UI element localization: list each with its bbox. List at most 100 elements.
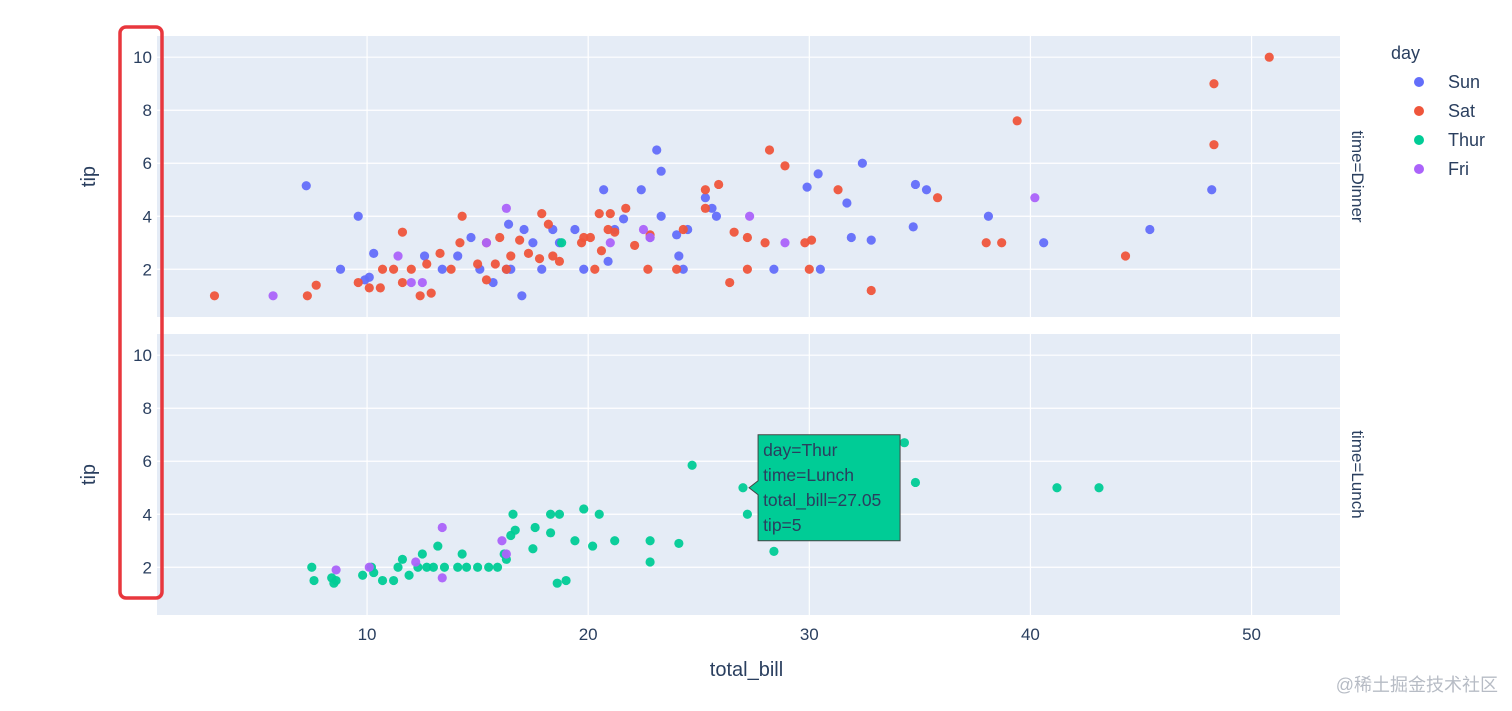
data-point-sun (364, 272, 374, 282)
hover-tooltip-box (748, 434, 901, 542)
data-point-thur (742, 509, 752, 519)
y-axis-title: tip (78, 166, 100, 187)
data-point-thur (528, 544, 538, 554)
data-point-sat (311, 280, 321, 290)
watermark: @稀土掘金技术社区 (1335, 675, 1498, 695)
tooltip-line: tip=5 (763, 515, 801, 535)
data-point-sun (519, 224, 529, 235)
y-tick-label: 6 (143, 154, 152, 173)
data-point-fri (501, 549, 511, 559)
data-point-sun (636, 185, 646, 195)
tooltip-line: time=Lunch (763, 465, 854, 485)
data-point-sat (725, 277, 735, 288)
data-point-fri (331, 565, 341, 575)
data-point-thur (510, 525, 520, 535)
data-point-thur (645, 557, 655, 567)
data-point-sat (806, 235, 817, 245)
data-point-sat (780, 161, 790, 171)
x-tick-label: 40 (1021, 625, 1040, 644)
data-point-sat (554, 256, 565, 266)
data-point-sat (700, 185, 710, 195)
data-point-sat (678, 224, 688, 235)
y-tick-label: 6 (143, 452, 152, 471)
legend-label-sun: Sun (1448, 72, 1480, 92)
data-point-fri (364, 562, 374, 572)
data-point-sun (866, 235, 876, 245)
data-point-thur (910, 477, 921, 488)
data-point-thur (428, 562, 439, 572)
data-point-thur (377, 575, 388, 586)
data-point-sun (656, 211, 666, 221)
data-point-sat (760, 238, 770, 248)
data-point-sun (1145, 224, 1155, 235)
data-point-sun (369, 248, 379, 258)
data-point-fri (745, 211, 755, 221)
data-point-thur (554, 509, 565, 519)
data-point-sat (515, 235, 525, 245)
data-point-sun (652, 145, 662, 155)
data-point-sat (1264, 52, 1274, 62)
data-point-thur (557, 238, 567, 248)
data-point-thur (594, 509, 604, 519)
data-point-sun (813, 169, 823, 179)
data-point-sat (415, 291, 425, 301)
data-point-thur (1052, 483, 1062, 493)
y-tick-label: 4 (143, 505, 152, 524)
data-point-sun (419, 251, 430, 261)
legend-marker-fri (1414, 164, 1424, 174)
data-point-sat (209, 291, 220, 301)
data-point-sun (503, 219, 514, 229)
y-tick-label: 2 (143, 558, 152, 577)
data-point-thur (439, 562, 450, 572)
data-point-sun (674, 251, 684, 261)
data-point-sat (389, 264, 399, 274)
data-point-sun (570, 224, 580, 235)
data-point-fri (780, 238, 790, 248)
data-point-thur (433, 541, 443, 551)
legend-title: day (1391, 43, 1420, 63)
data-point-sun (815, 264, 825, 274)
data-point-thur (545, 528, 556, 538)
tooltip-line: total_bill=27.05 (763, 490, 881, 511)
data-point-sat (523, 248, 534, 258)
legend-marker-sun (1414, 77, 1424, 87)
data-point-thur (389, 575, 399, 586)
x-tick-label: 20 (579, 625, 598, 644)
data-point-fri (417, 277, 427, 288)
data-point-fri (501, 203, 511, 213)
data-point-thur (610, 536, 620, 546)
legend-label-sat: Sat (1448, 101, 1475, 121)
data-point-sat (742, 232, 752, 243)
data-point-sat (543, 219, 553, 229)
data-point-thur (545, 509, 556, 519)
data-point-sun (846, 232, 856, 243)
data-point-thur (674, 538, 684, 549)
legend-marker-sat (1414, 106, 1424, 116)
data-point-fri (437, 573, 447, 583)
data-point-sat (729, 227, 739, 237)
facet-label: time=Lunch (1348, 430, 1367, 518)
data-point-sat (1209, 79, 1219, 89)
data-point-sat (455, 238, 465, 248)
data-point-sat (742, 264, 752, 274)
data-point-sun (802, 182, 812, 192)
data-point-sun (921, 185, 932, 195)
data-point-sat (596, 246, 607, 256)
highlight-box (118, 25, 164, 600)
data-point-sat (377, 264, 388, 274)
data-point-sat (579, 232, 589, 243)
data-point-sat (764, 145, 775, 155)
data-point-sat (605, 209, 615, 219)
data-point-sun (707, 203, 717, 213)
data-point-sun (537, 264, 547, 274)
x-tick-label: 30 (800, 625, 819, 644)
data-point-fri (1030, 193, 1040, 203)
data-point-sat (534, 254, 545, 264)
data-point-fri (638, 224, 649, 235)
data-point-sat (435, 248, 445, 258)
data-point-sat (473, 259, 483, 269)
data-point-sun (672, 230, 682, 240)
x-tick-label: 10 (358, 625, 377, 644)
data-point-thur (461, 562, 472, 572)
